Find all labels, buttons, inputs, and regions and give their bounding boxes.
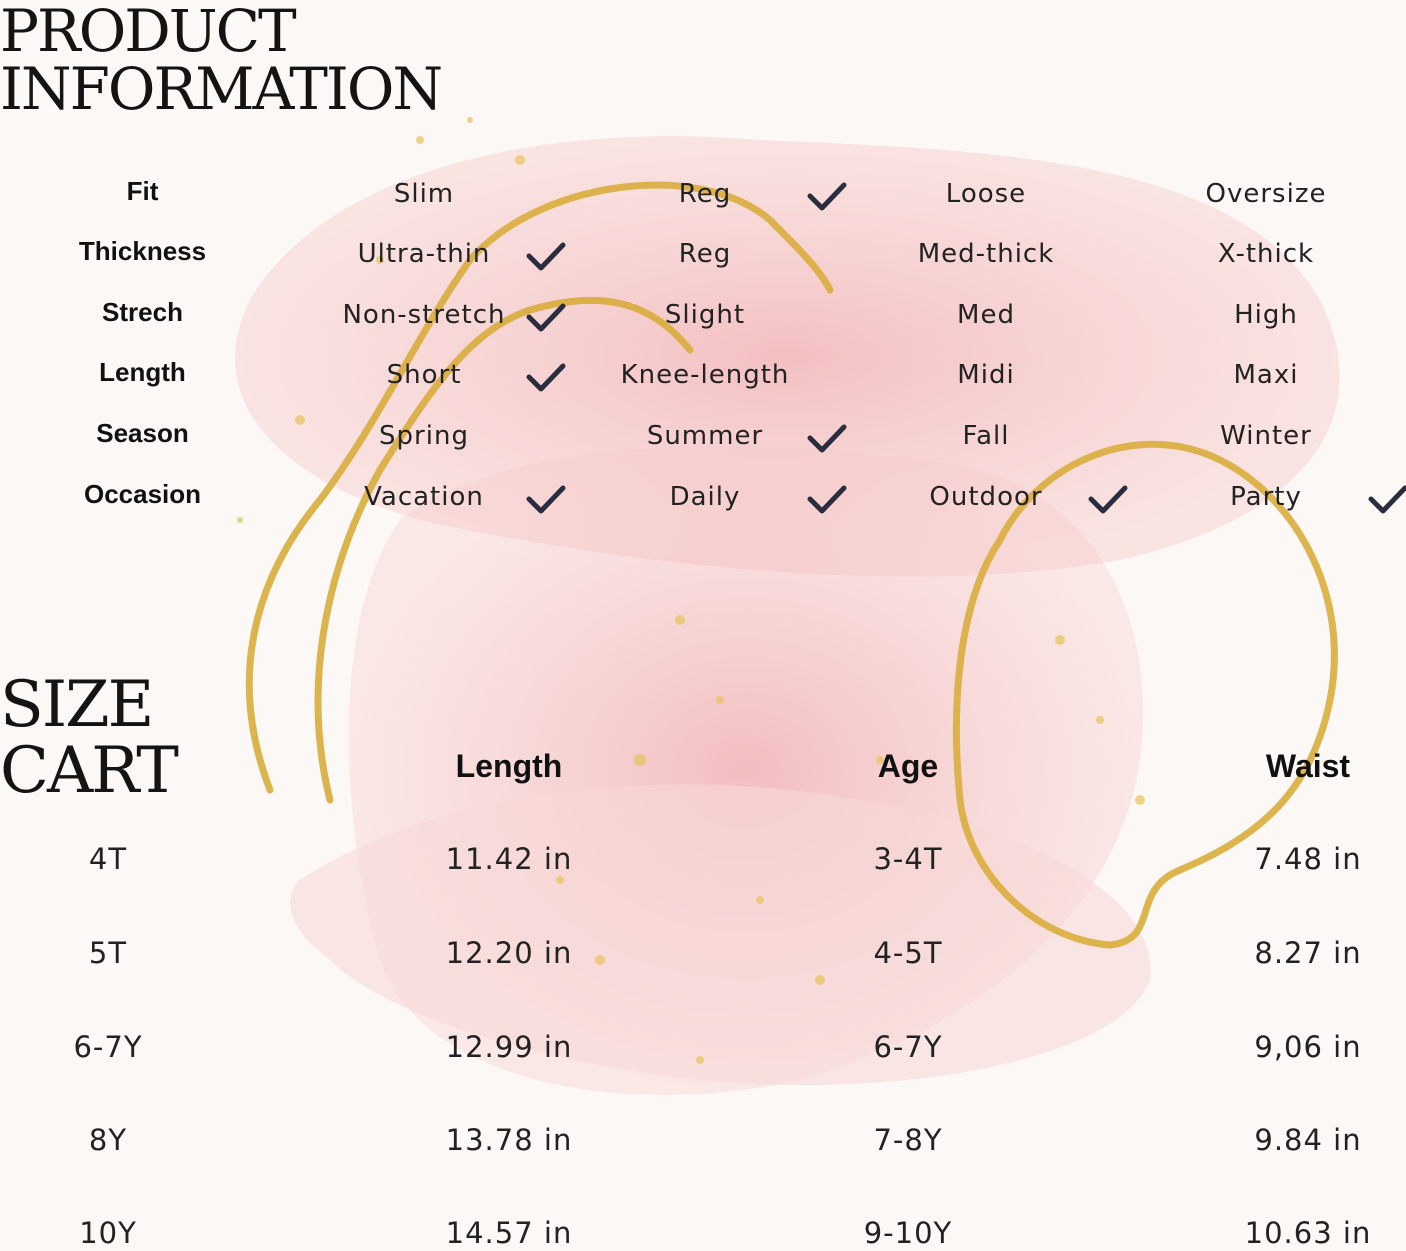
attribute-label: Thickness xyxy=(78,236,207,266)
attribute-option: Vacation xyxy=(364,482,484,512)
attribute-option: Ultra-thin xyxy=(357,239,491,269)
gold-glitter xyxy=(237,117,1145,1064)
checkmark-icon xyxy=(807,182,847,211)
size-label: 5T xyxy=(88,936,128,970)
table-cell: 10.63 in xyxy=(1244,1216,1372,1250)
checkmark-icon xyxy=(526,363,566,392)
attribute-option: X-thick xyxy=(1217,239,1315,269)
table-cell: 9,06 in xyxy=(1254,1030,1362,1064)
attribute-option: Slim xyxy=(393,179,455,209)
size-label: 4T xyxy=(88,842,128,876)
attribute-option: Summer xyxy=(646,421,764,451)
checkmark-icon xyxy=(526,303,566,332)
table-cell: 7-8Y xyxy=(873,1123,943,1157)
attribute-option: Fall xyxy=(962,421,1010,451)
column-header: Age xyxy=(877,748,939,784)
pink-wash xyxy=(235,136,1340,1095)
checkmark-icon xyxy=(1368,485,1406,514)
size-label: 8Y xyxy=(88,1123,128,1157)
table-cell: 8.27 in xyxy=(1254,936,1362,970)
size-label: 6-7Y xyxy=(73,1030,143,1064)
table-cell: 13.78 in xyxy=(445,1123,573,1157)
attribute-option: Oversize xyxy=(1205,179,1327,209)
table-cell: 7.48 in xyxy=(1254,842,1362,876)
attribute-option: Non-stretch xyxy=(342,300,506,330)
attribute-label: Strech xyxy=(102,297,183,327)
attribute-option: Spring xyxy=(379,421,469,451)
table-cell: 4-5T xyxy=(873,936,943,970)
attribute-option: Med xyxy=(957,300,1015,330)
size-chart-title: SIZE CART xyxy=(0,668,179,808)
attribute-option: Winter xyxy=(1220,421,1312,451)
attribute-option: High xyxy=(1234,300,1298,330)
attribute-option: Maxi xyxy=(1233,360,1299,390)
attribute-option: Outdoor xyxy=(929,482,1043,512)
attribute-option: Slight xyxy=(664,300,746,330)
table-cell: 14.57 in xyxy=(445,1216,573,1250)
attribute-option: Knee-length xyxy=(620,360,790,390)
size-label: 10Y xyxy=(79,1216,137,1250)
attribute-option: Short xyxy=(386,360,462,390)
table-cell: 9-10Y xyxy=(863,1216,953,1250)
checkmark-icon xyxy=(526,485,566,514)
checkmark-icon xyxy=(1088,485,1128,514)
attribute-label: Length xyxy=(99,357,186,387)
product-information-title: PRODUCT INFORMATION xyxy=(0,0,443,123)
attribute-option: Party xyxy=(1230,482,1302,512)
attribute-option: Loose xyxy=(945,179,1027,209)
table-cell: 12.99 in xyxy=(445,1030,573,1064)
checkmark-icon xyxy=(807,424,847,453)
checkmark-icon xyxy=(807,485,847,514)
attribute-label: Season xyxy=(96,418,189,448)
table-cell: 9.84 in xyxy=(1254,1123,1362,1157)
attribute-label: Occasion xyxy=(83,479,202,509)
attribute-option: Reg xyxy=(678,239,732,269)
attribute-option: Reg xyxy=(678,179,732,209)
attribute-option: Midi xyxy=(957,360,1015,390)
table-cell: 6-7Y xyxy=(873,1030,943,1064)
gold-lines xyxy=(245,181,1338,949)
column-header: Length xyxy=(455,748,563,784)
attribute-option: Med-thick xyxy=(917,239,1055,269)
table-cell: 11.42 in xyxy=(445,842,573,876)
table-cell: 3-4T xyxy=(873,842,943,876)
checkmark-icon xyxy=(526,242,566,271)
attribute-option: Daily xyxy=(669,482,741,512)
table-cell: 12.20 in xyxy=(445,936,573,970)
attribute-label: Fit xyxy=(126,176,159,206)
column-header: Waist xyxy=(1265,748,1351,784)
